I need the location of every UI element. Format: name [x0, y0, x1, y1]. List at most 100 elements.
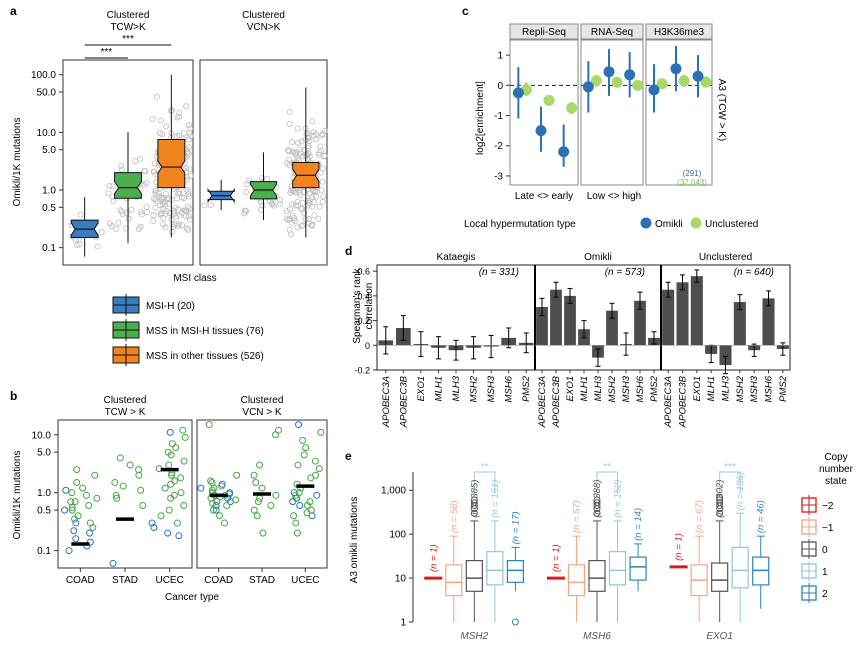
panel-b-point-green — [93, 494, 101, 502]
panel-b-point-blue — [175, 532, 183, 540]
panel-d-bar — [634, 300, 646, 346]
panel-d-gene-label: PMS2 — [521, 375, 532, 402]
panel-e-n-label: (n = 151) — [490, 480, 501, 518]
panel-b-point-green — [139, 502, 147, 510]
panel-e-legend-label: −2 — [822, 501, 834, 512]
panel-d-gene-label: MLH1 — [433, 376, 444, 401]
panel-c-omikli-point — [582, 81, 594, 93]
panel-a-point — [241, 210, 248, 217]
panel-b-point-green — [82, 491, 90, 499]
panel-c-xlabel-repli: Late <> early — [515, 191, 573, 202]
panel-e-sig-bracket — [719, 471, 741, 494]
panel-e-outlier — [593, 496, 601, 504]
panel-a-point — [285, 147, 292, 154]
panel-b-point-blue — [150, 524, 158, 532]
panel-a-point — [319, 178, 326, 185]
panel-d-gene-label: MLH1 — [579, 376, 590, 401]
panel-b-point-green — [71, 498, 79, 506]
panel-e-outlier — [470, 501, 478, 509]
panel-e-n-label: (n = 46) — [756, 500, 767, 533]
panel-b-point-green — [135, 471, 143, 479]
panel-a-point — [152, 196, 159, 203]
panel-d-gene-label: MSH3 — [749, 375, 760, 402]
panel-a-point — [142, 168, 149, 175]
panel-d-gene-label: MSH6 — [764, 375, 775, 402]
panel-b-point-green — [290, 512, 298, 520]
panel-a-point — [295, 202, 302, 209]
panel-a-point — [183, 186, 190, 193]
panel-a-point — [163, 208, 170, 215]
panel-a-point — [176, 109, 183, 116]
panel-b-point-green — [116, 454, 124, 462]
panel-d-gene-label: APOBEC3A — [381, 376, 392, 428]
panel-a-point — [157, 211, 164, 218]
panel-a-point — [292, 202, 299, 209]
panel-d-bar — [690, 276, 703, 346]
panel-b-xlabel: Cancer type — [165, 592, 219, 603]
panel-d-letter: d — [345, 244, 352, 258]
panel-a-point — [294, 155, 301, 162]
panel-a-point — [172, 204, 179, 211]
panel-e-outlier — [593, 501, 601, 509]
panel-b-point-green — [207, 477, 215, 485]
panel-a-point — [162, 190, 169, 197]
panel-a-point — [207, 202, 214, 209]
panel-c-unclustered-point — [566, 102, 578, 114]
panel-c-count-omikli: (291) — [683, 169, 702, 178]
panel-b-point-blue — [61, 506, 69, 514]
panel-a-legend-label: MSS in other tissues (526) — [146, 351, 264, 362]
panel-a-point — [182, 165, 189, 172]
panel-a-point — [115, 219, 122, 226]
panel-a-point — [299, 222, 306, 229]
panel-a-point — [173, 133, 180, 140]
panel-a-point — [123, 210, 130, 217]
panel-a-point — [163, 210, 170, 217]
panel-a-point — [183, 103, 190, 110]
panel-b-point-green — [232, 496, 240, 504]
panel-a-point — [243, 189, 250, 196]
panel-e-ytick-label: 1 — [400, 618, 406, 629]
panel-b-point-blue — [313, 491, 321, 499]
panel-d-gene-label: MSH2 — [735, 375, 746, 402]
panel-a-point — [160, 206, 167, 213]
panel-b-point-green — [302, 444, 310, 452]
panel-a-point — [295, 139, 302, 146]
panel-b-point-green — [317, 428, 325, 436]
panel-d-bar — [719, 345, 732, 366]
panel-b-point-green — [209, 506, 217, 514]
panel-a-point — [151, 160, 158, 167]
panel-a-point — [186, 136, 193, 143]
panel-a-point — [110, 197, 117, 204]
panel-c-omikli-point — [603, 66, 615, 78]
panel-a-point — [319, 132, 326, 139]
panel-a-point — [77, 211, 84, 218]
panel-a-point — [299, 200, 306, 207]
panel-b-point-green — [256, 461, 264, 469]
panel-d-bar — [536, 307, 548, 346]
panel-e-box — [731, 546, 749, 589]
panel-a-point — [151, 168, 158, 175]
panel-b-point-green — [258, 484, 266, 492]
panel-a-point — [291, 150, 298, 157]
panel-a-point — [132, 157, 139, 164]
panel-b-point-green — [306, 498, 314, 506]
panel-a-point — [159, 201, 166, 208]
panel-a-point — [301, 209, 308, 216]
panel-b-point-green — [113, 494, 121, 502]
panel-a-point — [286, 121, 293, 128]
panel-b-point-blue — [70, 527, 78, 535]
panel-b-facet-title: Clustered TCW > K — [104, 395, 147, 418]
panel-e-outlier — [593, 509, 601, 517]
panel-b-point-green — [209, 500, 217, 508]
panel-a-point — [186, 205, 193, 212]
panel-a-point — [288, 219, 295, 226]
panel-b-point-green — [303, 509, 311, 517]
panel-a-point — [309, 221, 316, 228]
panel-e-box — [588, 559, 606, 592]
panel-a-point — [185, 213, 192, 220]
panel-a-ytick-label: 0.1 — [42, 243, 56, 254]
panel-b-point-blue — [86, 538, 94, 546]
panel-b-point-green — [205, 421, 213, 429]
panel-d-gene-label: MSH6 — [635, 375, 646, 402]
